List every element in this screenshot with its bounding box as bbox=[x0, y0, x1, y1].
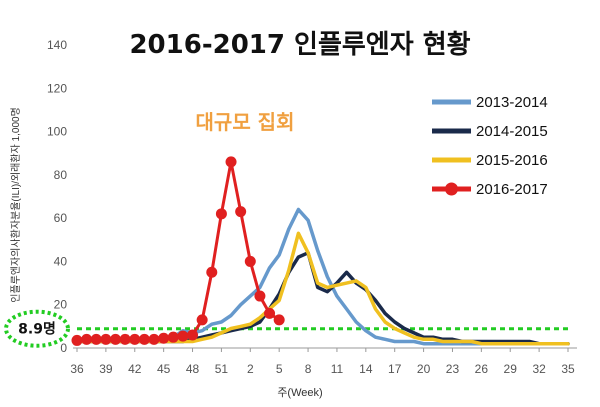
data-point-2016-2017 bbox=[273, 314, 285, 326]
data-point-2016-2017 bbox=[129, 333, 141, 345]
data-point-2016-2017 bbox=[206, 266, 218, 278]
series-line-2016-2017 bbox=[75, 160, 281, 342]
y-axis: 0 20 40 60 80 100 120 140 bbox=[47, 38, 67, 355]
x-tick-label: 36 bbox=[70, 362, 84, 376]
x-tick-label: 26 bbox=[475, 362, 489, 376]
x-tick-label: 35 bbox=[561, 362, 575, 376]
data-point-2016-2017 bbox=[71, 334, 83, 346]
y-tick-label: 120 bbox=[47, 81, 67, 95]
data-point-2016-2017 bbox=[119, 333, 131, 345]
series-line-2013-2014 bbox=[75, 207, 570, 346]
data-point-2016-2017 bbox=[254, 290, 266, 302]
chart-title: 2016-2017 인플루엔자 현황 bbox=[129, 30, 470, 60]
legend-label: 2014-2015 bbox=[476, 123, 548, 140]
x-tick-label: 17 bbox=[388, 362, 402, 376]
data-point-2016-2017 bbox=[235, 206, 247, 218]
legend-label: 2016-2017 bbox=[476, 181, 548, 198]
data-point-2016-2017 bbox=[177, 330, 189, 342]
x-tick-label: 48 bbox=[186, 362, 200, 376]
y-tick-label: 100 bbox=[47, 125, 67, 139]
annotation-label: 대규모 집회 bbox=[196, 110, 295, 134]
threshold-line-group: 8.9명 bbox=[4, 309, 570, 348]
x-tick-label: 42 bbox=[128, 362, 142, 376]
x-tick-label: 29 bbox=[504, 362, 518, 376]
x-tick-label: 5 bbox=[276, 362, 283, 376]
x-axis: 36 39 42 45 48 51 2 5 8 11 14 17 20 23 26 29 32 35 bbox=[70, 348, 575, 376]
data-point-2016-2017 bbox=[81, 333, 93, 345]
legend-label: 2015-2016 bbox=[476, 152, 548, 169]
data-point-2016-2017 bbox=[225, 156, 237, 168]
x-axis-title: 주(Week) bbox=[277, 387, 322, 399]
data-point-2016-2017 bbox=[244, 255, 256, 267]
y-tick-label: 60 bbox=[54, 211, 68, 225]
y-tick-label: 140 bbox=[47, 38, 67, 52]
x-tick-label: 8 bbox=[305, 362, 312, 376]
data-point-2016-2017 bbox=[264, 307, 276, 319]
x-tick-label: 2 bbox=[247, 362, 254, 376]
data-point-2016-2017 bbox=[167, 331, 179, 343]
y-tick-label: 80 bbox=[54, 168, 68, 182]
data-point-2016-2017 bbox=[110, 333, 122, 345]
y-tick-label: 20 bbox=[54, 298, 68, 312]
y-axis-title: 인플루엔자의사환자분율(ILI)/외래환자 1,000명 bbox=[10, 107, 22, 303]
y-tick-label: 0 bbox=[60, 341, 67, 355]
y-tick-label: 40 bbox=[54, 254, 68, 268]
data-point-2016-2017 bbox=[196, 314, 208, 326]
legend: 2013-2014 2014-2015 2015-2016 2016-2017 bbox=[432, 94, 548, 198]
data-point-2016-2017 bbox=[138, 333, 150, 345]
legend-marker bbox=[445, 182, 458, 196]
data-point-2016-2017 bbox=[90, 333, 102, 345]
x-tick-label: 11 bbox=[331, 362, 344, 376]
data-point-2016-2017 bbox=[187, 329, 199, 341]
x-tick-label: 51 bbox=[215, 362, 229, 376]
threshold-ellipse bbox=[4, 309, 70, 348]
x-tick-label: 23 bbox=[446, 362, 460, 376]
x-tick-label: 20 bbox=[417, 362, 431, 376]
data-point-2016-2017 bbox=[100, 333, 112, 345]
x-tick-label: 32 bbox=[532, 362, 546, 376]
x-tick-label: 39 bbox=[99, 362, 113, 376]
x-tick-label: 14 bbox=[359, 362, 373, 376]
series-lines bbox=[71, 156, 570, 346]
data-point-2016-2017 bbox=[158, 332, 170, 344]
data-point-2016-2017 bbox=[148, 333, 160, 345]
x-tick-label: 45 bbox=[157, 362, 171, 376]
data-point-2016-2017 bbox=[215, 208, 227, 220]
threshold-label: 8.9명 bbox=[18, 321, 56, 338]
legend-label: 2013-2014 bbox=[476, 94, 548, 111]
